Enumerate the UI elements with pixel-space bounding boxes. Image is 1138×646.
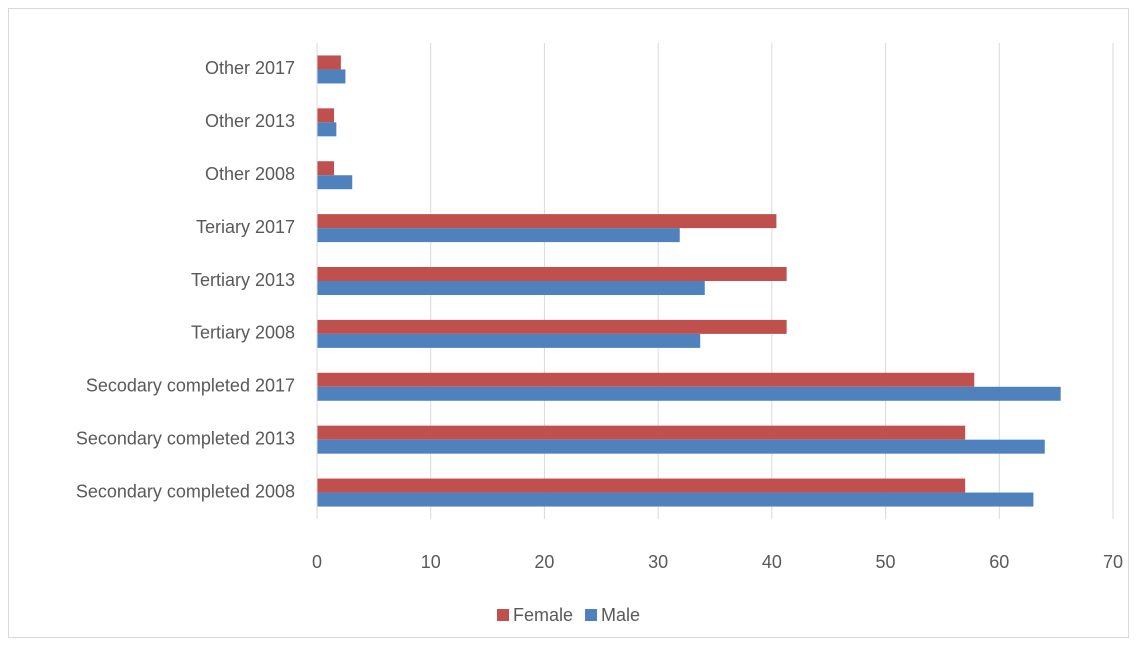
bar <box>317 372 975 387</box>
x-tick-label: 30 <box>648 552 668 572</box>
bar <box>317 425 966 440</box>
x-tick-label: 0 <box>312 552 322 572</box>
x-tick-label: 20 <box>534 552 554 572</box>
x-tick-label: 70 <box>1103 552 1123 572</box>
y-tick-label: Teriary 2017 <box>196 217 295 237</box>
legend-label: Male <box>601 605 640 625</box>
y-tick-label: Other 2013 <box>205 111 295 131</box>
bar <box>317 175 353 190</box>
bar <box>317 492 1034 507</box>
y-tick-label: Tertiary 2013 <box>191 270 295 290</box>
bar <box>317 439 1045 454</box>
y-tick-label: Tertiary 2008 <box>191 323 295 343</box>
bar <box>317 55 341 70</box>
y-tick-label: Secondary completed 2013 <box>76 428 295 448</box>
bar <box>317 333 701 348</box>
y-tick-label: Other 2017 <box>205 58 295 78</box>
x-tick-label: 50 <box>876 552 896 572</box>
bar <box>317 267 787 281</box>
bar <box>317 319 787 334</box>
legend-swatch <box>585 609 598 621</box>
y-tick-label: Other 2008 <box>205 164 295 184</box>
legend-swatch <box>497 609 509 621</box>
bar <box>317 122 337 137</box>
bar <box>317 228 680 243</box>
bar <box>317 161 335 176</box>
bar <box>317 281 705 295</box>
y-tick-label: Secodary completed 2017 <box>86 376 295 396</box>
legend-label: Female <box>513 605 573 625</box>
bar <box>317 214 777 229</box>
x-tick-label: 40 <box>762 552 782 572</box>
bar <box>317 386 1061 401</box>
y-tick-label: Secondary completed 2008 <box>76 481 295 501</box>
bar <box>317 69 346 84</box>
bar <box>317 108 335 123</box>
x-tick-label: 10 <box>421 552 441 572</box>
bar <box>317 478 966 493</box>
x-tick-label: 60 <box>989 552 1009 572</box>
